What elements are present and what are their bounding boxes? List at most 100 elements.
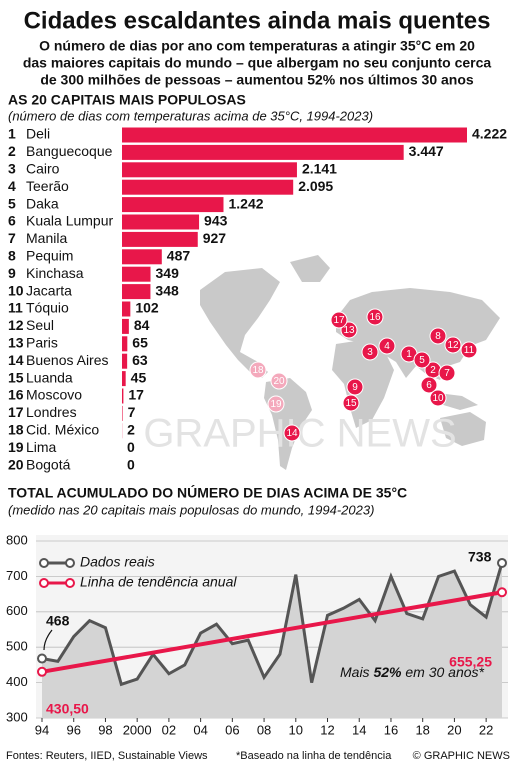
category-label: Londres bbox=[26, 404, 77, 420]
x-tick-label: 2000 bbox=[123, 722, 152, 737]
category-label: Lima bbox=[26, 439, 57, 455]
category-label: Moscovo bbox=[26, 387, 82, 403]
x-tick-label: 12 bbox=[320, 722, 334, 737]
x-tick-label: 96 bbox=[66, 722, 80, 737]
bar bbox=[122, 231, 198, 247]
bar-subtitle: (número de dias com temperaturas acima d… bbox=[8, 108, 373, 123]
x-tick-label: 08 bbox=[257, 722, 271, 737]
value-label: 45 bbox=[131, 369, 147, 385]
legend-swatch bbox=[39, 558, 49, 568]
x-tick-label: 98 bbox=[98, 722, 112, 737]
rank: 19 bbox=[8, 439, 24, 455]
data-label: 468 bbox=[46, 613, 70, 629]
y-tick-label: 700 bbox=[6, 568, 28, 583]
value-label: 2.141 bbox=[302, 161, 337, 177]
bar bbox=[122, 162, 297, 178]
label-arrow bbox=[43, 629, 53, 651]
rank: 18 bbox=[8, 422, 24, 438]
bar bbox=[122, 179, 294, 195]
subtitle: de 300 milhões de pessoas – aumentou 52%… bbox=[40, 72, 474, 88]
series-line bbox=[41, 562, 504, 687]
line-title: TOTAL ACUMULADO DO NÚMERO DE DIAS ACIMA … bbox=[8, 484, 407, 501]
map-marker-label: 8 bbox=[435, 331, 441, 342]
rank: 13 bbox=[8, 335, 24, 351]
map-marker bbox=[346, 378, 364, 396]
subtitle: O número de dias por ano com temperatura… bbox=[39, 38, 475, 54]
value-label: 1.242 bbox=[228, 195, 263, 211]
x-tick-label: 22 bbox=[479, 722, 493, 737]
map-marker-label: 2 bbox=[430, 365, 436, 376]
bar-title: AS 20 CAPITAIS MAIS POPULOSAS bbox=[8, 92, 246, 108]
bar bbox=[122, 284, 151, 300]
bar bbox=[122, 318, 129, 334]
map-marker bbox=[429, 389, 447, 407]
map-marker-label: 3 bbox=[367, 347, 373, 358]
rank: 16 bbox=[8, 387, 24, 403]
bar bbox=[122, 353, 128, 369]
map-marker-label: 14 bbox=[286, 428, 298, 439]
rank: 7 bbox=[8, 230, 16, 246]
map-marker-label: 18 bbox=[252, 365, 264, 376]
map-marker-label: 16 bbox=[369, 312, 381, 323]
category-label: Paris bbox=[26, 335, 58, 351]
category-label: Luanda bbox=[26, 369, 73, 385]
map-marker-label: 7 bbox=[444, 368, 450, 379]
value-label: 2 bbox=[127, 422, 135, 438]
value-label: 487 bbox=[167, 248, 191, 264]
bar bbox=[122, 197, 224, 213]
map-marker bbox=[444, 336, 462, 354]
rank: 17 bbox=[8, 404, 24, 420]
map-marker bbox=[378, 337, 396, 355]
y-tick-label: 400 bbox=[6, 674, 28, 689]
rank: 20 bbox=[8, 456, 24, 472]
credit: © GRAPHIC NEWS bbox=[413, 750, 510, 762]
category-label: Buenos Aires bbox=[26, 352, 109, 368]
map-marker bbox=[267, 395, 285, 413]
legend-swatch bbox=[65, 558, 75, 568]
value-label: 7 bbox=[128, 404, 136, 420]
bar bbox=[122, 371, 126, 387]
legend-swatch bbox=[65, 578, 75, 588]
rank: 11 bbox=[8, 300, 23, 316]
value-label: 4.222 bbox=[472, 126, 507, 142]
rank: 12 bbox=[8, 317, 24, 333]
map-marker-label: 13 bbox=[343, 325, 355, 336]
x-tick-label: 94 bbox=[35, 722, 49, 737]
map-marker bbox=[342, 394, 360, 412]
bar bbox=[122, 214, 200, 230]
map-marker bbox=[366, 308, 384, 326]
rank: 14 bbox=[8, 352, 24, 368]
value-label: 84 bbox=[134, 317, 150, 333]
bar bbox=[122, 405, 123, 421]
map-marker bbox=[283, 424, 301, 442]
data-label: 738 bbox=[468, 549, 492, 565]
area bbox=[42, 562, 502, 718]
bar bbox=[122, 144, 404, 160]
annotation: Mais 52% em 30 anos* bbox=[340, 664, 485, 680]
category-label: Tóquio bbox=[26, 300, 69, 316]
bar bbox=[122, 301, 131, 317]
legend-label: Linha de tendência anual bbox=[80, 574, 237, 590]
rank: 10 bbox=[8, 282, 24, 298]
value-label: 63 bbox=[132, 352, 148, 368]
bar bbox=[122, 249, 162, 265]
line-subtitle: (medido nas 20 capitais mais populosas d… bbox=[8, 502, 374, 517]
sources: Fontes: Reuters, IIED, Sustainable Views bbox=[6, 750, 208, 762]
value-label: 17 bbox=[128, 387, 144, 403]
category-label: Manila bbox=[26, 230, 67, 246]
category-label: Daka bbox=[26, 195, 59, 211]
y-tick-label: 500 bbox=[6, 639, 28, 654]
map-marker-label: 15 bbox=[345, 398, 357, 409]
x-tick-label: 14 bbox=[352, 722, 366, 737]
subtitle: das maiores capitais do mundo – que albe… bbox=[23, 55, 492, 71]
value-label: 2.095 bbox=[298, 178, 333, 194]
category-label: Kinchasa bbox=[26, 265, 84, 281]
category-label: Bogotá bbox=[26, 456, 71, 472]
rank: 6 bbox=[8, 213, 16, 229]
value-label: 0 bbox=[127, 456, 135, 472]
x-tick-label: 02 bbox=[162, 722, 176, 737]
value-label: 927 bbox=[203, 230, 227, 246]
bar bbox=[122, 127, 467, 143]
value-label: 3.447 bbox=[409, 143, 444, 159]
